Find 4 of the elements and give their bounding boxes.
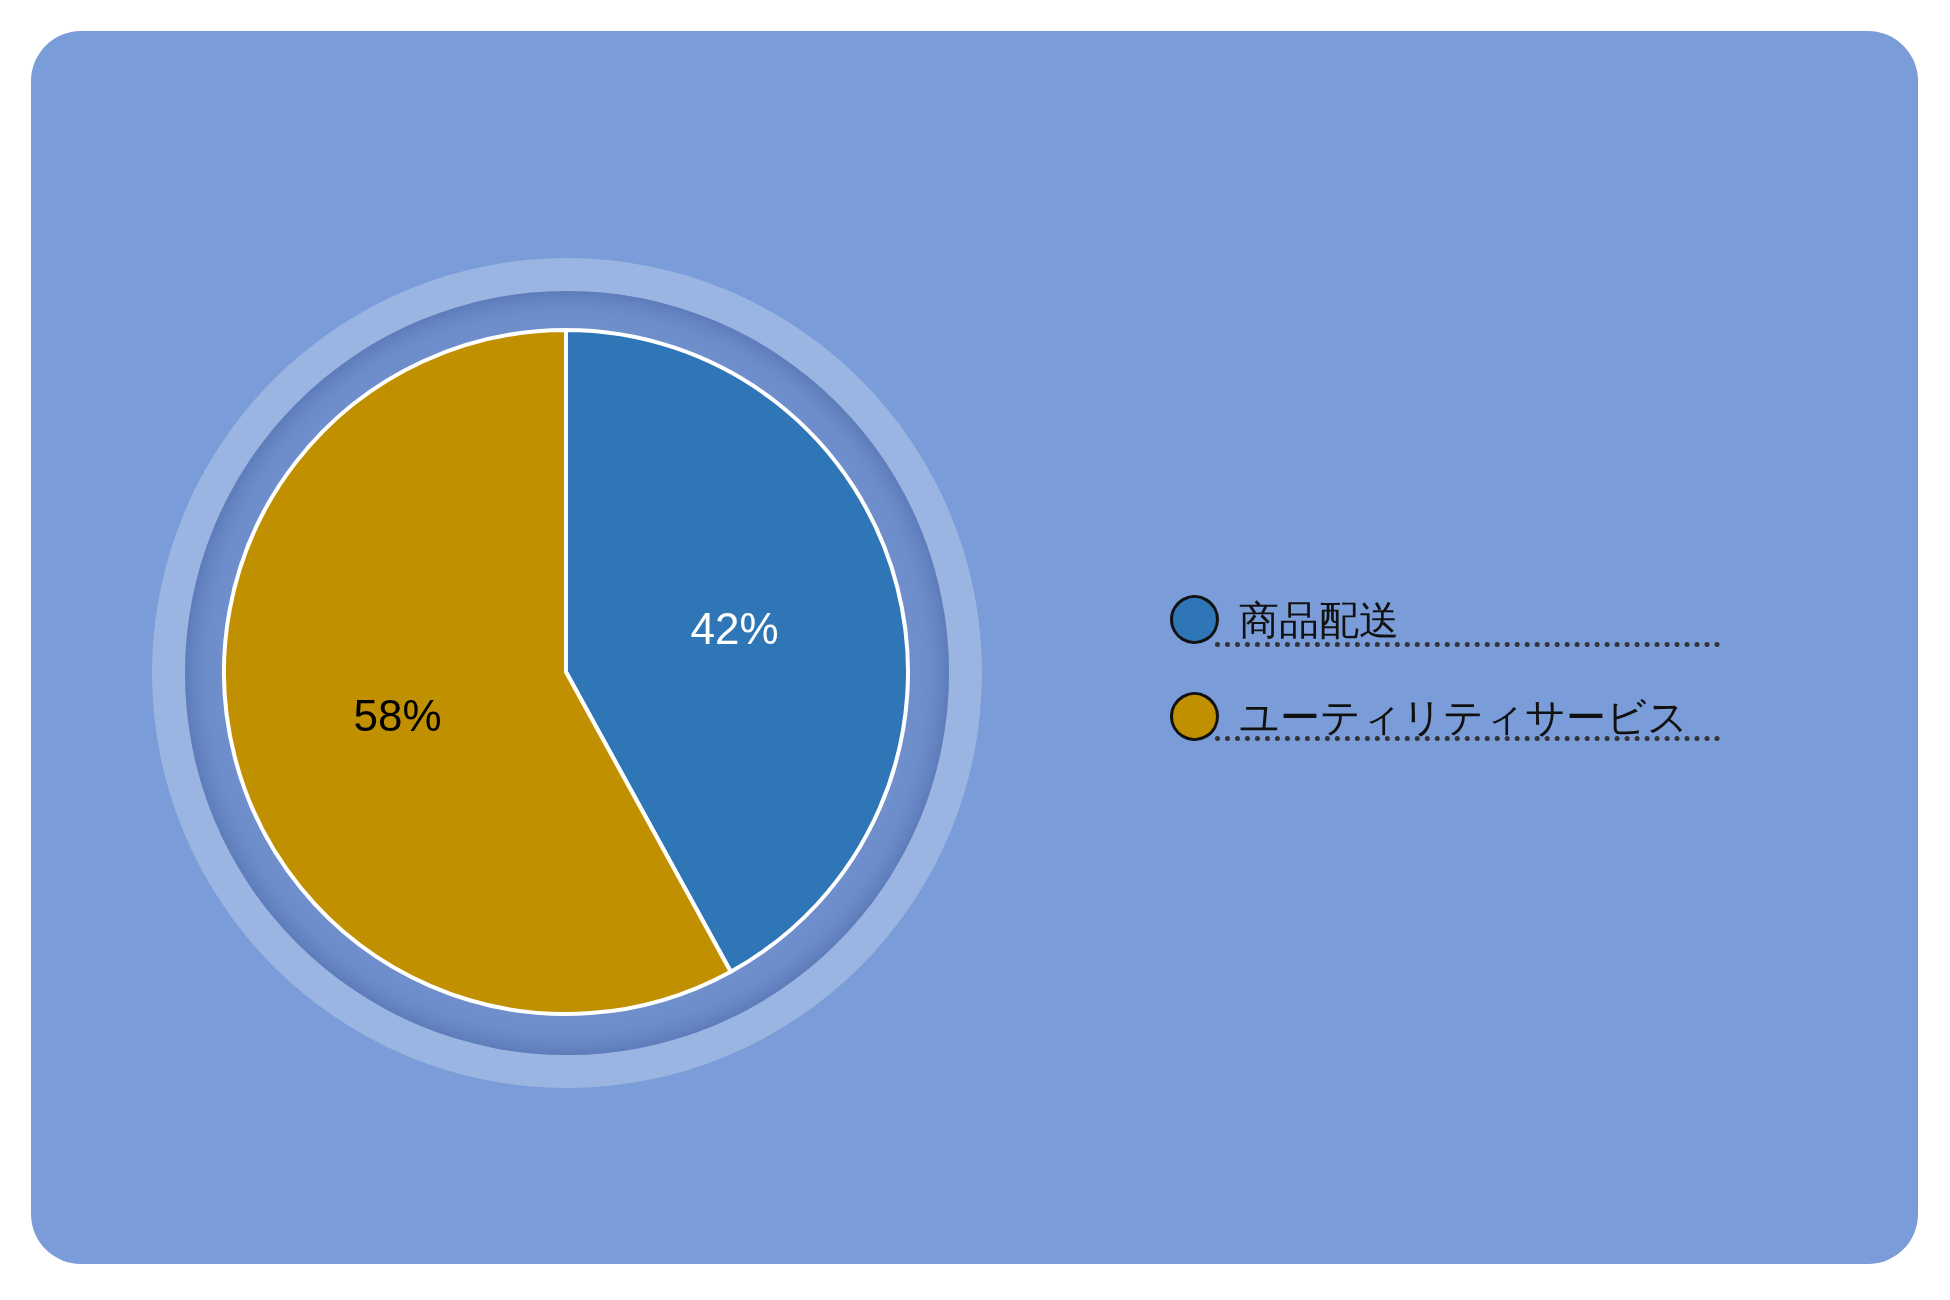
data-label: 58% <box>353 690 442 740</box>
data-label: 42% <box>690 604 779 654</box>
legend-label: ユーティリティサービス <box>1238 694 1688 739</box>
legend-label: 商品配送 <box>1238 597 1399 642</box>
